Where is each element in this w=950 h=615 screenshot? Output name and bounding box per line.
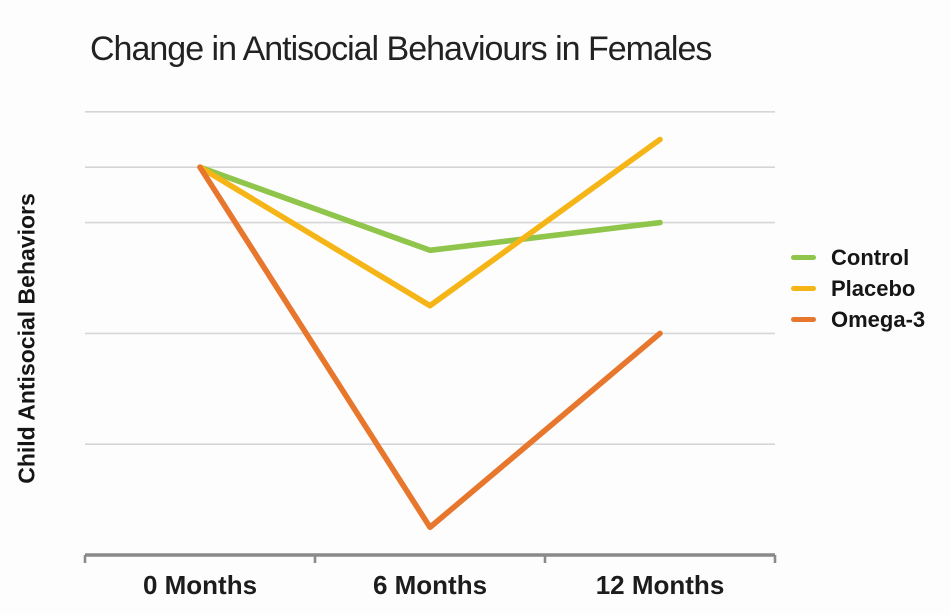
- legend-item-placebo: Placebo: [791, 273, 925, 304]
- legend: Control Placebo Omega-3: [791, 242, 925, 335]
- chart-title: Change in Antisocial Behaviours in Femal…: [90, 30, 712, 68]
- legend-item-omega-3: Omega-3: [791, 304, 925, 335]
- legend-label: Placebo: [831, 275, 916, 301]
- x-tick-label: 6 Months: [372, 570, 488, 600]
- legend-label: Control: [831, 244, 910, 270]
- series-line-placebo: [197, 136, 663, 309]
- x-tick-label: 0 Months: [142, 570, 258, 600]
- legend-swatch-icon: [791, 317, 816, 322]
- legend-item-control: Control: [791, 242, 925, 273]
- series-line-omega-3: [197, 164, 663, 531]
- legend-swatch-icon: [791, 286, 816, 291]
- legend-swatch-icon: [791, 255, 816, 260]
- series-line-control: [197, 164, 663, 254]
- legend-label: Omega-3: [831, 306, 926, 332]
- x-tick-label: 12 Months: [595, 570, 725, 600]
